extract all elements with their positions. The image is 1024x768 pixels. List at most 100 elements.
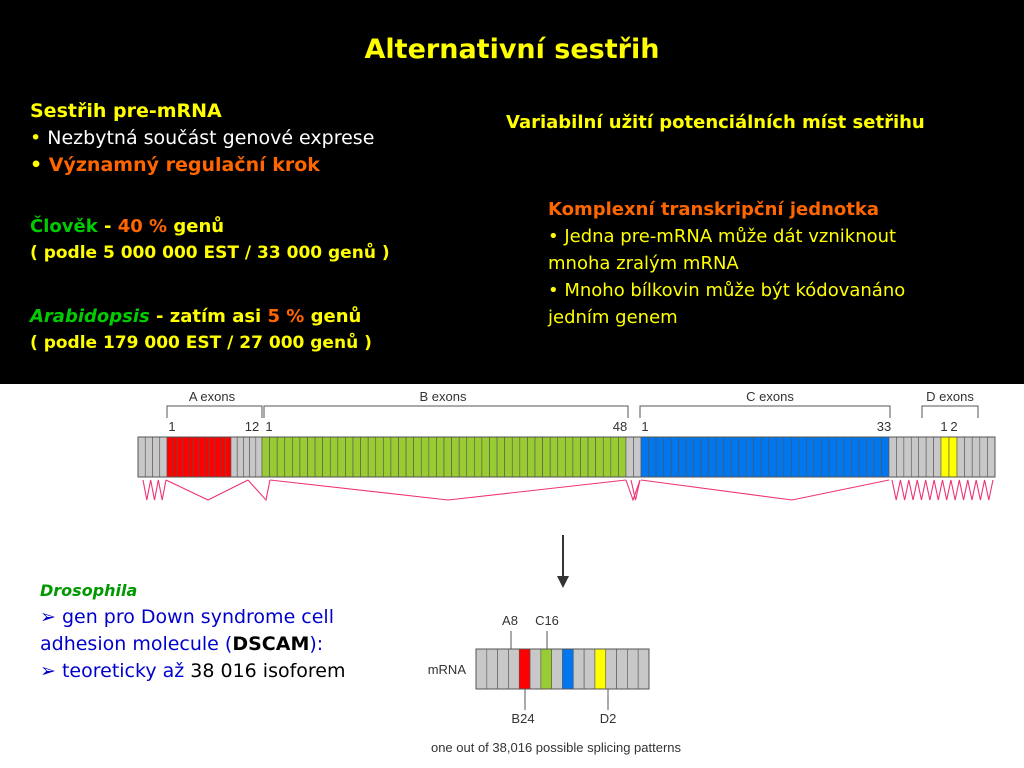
splice-arc xyxy=(165,479,249,501)
exon-box xyxy=(322,436,331,478)
exon-box xyxy=(896,436,905,478)
exon-number-first: 1 xyxy=(940,419,947,434)
exon-box xyxy=(602,436,612,478)
exon-box xyxy=(527,436,536,478)
exon-box xyxy=(858,436,867,478)
exon-box xyxy=(198,436,205,478)
exon-box xyxy=(405,436,414,478)
exon-box xyxy=(314,436,323,478)
exon-box xyxy=(225,436,232,478)
exon-box xyxy=(723,436,732,478)
exon-box xyxy=(443,436,452,478)
exon-box xyxy=(903,436,912,478)
mrna-exon-box xyxy=(540,648,552,690)
exon-box xyxy=(284,436,293,478)
exon-box xyxy=(236,436,244,478)
selected-exon-label: D2 xyxy=(600,711,617,726)
exon-box xyxy=(182,436,189,478)
exon-box xyxy=(292,436,301,478)
mrna-exon-box xyxy=(518,648,531,690)
exon-box xyxy=(851,436,860,478)
exon-box xyxy=(738,436,747,478)
exon-box xyxy=(670,436,679,478)
mrna-exon-box xyxy=(508,648,520,690)
exon-box xyxy=(534,436,543,478)
dscam-name-line: adhesion molecule (DSCAM): xyxy=(40,633,324,655)
exon-box xyxy=(549,436,559,478)
exon-box xyxy=(152,436,161,478)
exon-number-last: 12 xyxy=(245,419,259,434)
exon-box xyxy=(925,436,934,478)
exon-box xyxy=(633,436,642,478)
exon-box xyxy=(828,436,837,478)
black-text-panel xyxy=(0,0,1024,384)
exon-box xyxy=(587,436,596,478)
exon-box xyxy=(458,436,468,478)
exon-number-last: 48 xyxy=(613,419,627,434)
arabidopsis-percentage: Arabidopsis - zatím asi 5 % genů xyxy=(30,306,362,327)
mrna-exon-box xyxy=(551,648,563,690)
exon-box xyxy=(481,436,490,478)
group-bracket xyxy=(166,405,263,418)
group-label: C exons xyxy=(746,389,794,404)
exon-box xyxy=(715,436,724,478)
exon-box xyxy=(798,436,807,478)
exon-box xyxy=(511,436,521,478)
variable-use-heading: Variabilní užití potenciálních míst setř… xyxy=(506,112,925,133)
mrna-exon-box xyxy=(583,648,596,690)
exon-box xyxy=(693,436,702,478)
exon-box xyxy=(360,436,369,478)
exon-box xyxy=(159,436,168,478)
exon-box xyxy=(367,436,377,478)
mrna-label: mRNA xyxy=(428,662,467,677)
bullet-one-premrna: • Jedna pre-mRNA může dát vzniknout xyxy=(548,226,897,247)
splice-zigzag xyxy=(630,479,641,501)
exon-box xyxy=(276,436,286,478)
exon-box xyxy=(933,436,942,478)
exon-number-first: 1 xyxy=(641,419,648,434)
exon-box xyxy=(249,436,257,478)
exon-box xyxy=(708,436,717,478)
exon-box xyxy=(663,436,672,478)
mrna-exon-box xyxy=(627,648,639,690)
exon-box xyxy=(940,436,950,478)
exon-box xyxy=(565,436,574,478)
gene-outline xyxy=(137,436,996,478)
exon-box xyxy=(791,436,800,478)
exon-box xyxy=(873,436,882,478)
exon-box xyxy=(383,436,392,478)
selected-exon-label: B24 xyxy=(511,711,534,726)
group-bracket xyxy=(921,405,979,418)
exon-box xyxy=(214,436,221,478)
exon-box xyxy=(685,436,694,478)
exon-box xyxy=(678,436,687,478)
exon-box xyxy=(700,436,709,478)
exon-box xyxy=(220,436,226,478)
splice-zigzag xyxy=(142,479,167,501)
exon-number-last: 2 xyxy=(950,419,957,434)
slide-title: Alternativní sestřih xyxy=(364,34,660,65)
exon-box xyxy=(625,436,634,478)
selected-exon-label: A8 xyxy=(502,613,518,628)
human-est-detail: ( podle 5 000 000 EST / 33 000 genů ) xyxy=(30,243,390,263)
splice-lines xyxy=(142,479,994,502)
exon-box xyxy=(979,436,988,478)
exon-box xyxy=(504,436,513,478)
exon-box xyxy=(910,436,920,478)
exon-box xyxy=(783,436,792,478)
dscam-gene-line: ➢ gen pro Down syndrome cell xyxy=(40,606,334,628)
mrna-exon-box xyxy=(594,648,607,690)
exon-number-last: 33 xyxy=(877,419,891,434)
exon-box xyxy=(137,436,146,478)
exon-box xyxy=(398,436,407,478)
exon-box xyxy=(375,436,384,478)
exon-box xyxy=(352,436,361,478)
exon-box xyxy=(618,436,627,478)
exon-box xyxy=(655,436,664,478)
group-bracket xyxy=(639,405,891,418)
exon-box xyxy=(269,436,278,478)
splice-arc xyxy=(625,479,641,502)
exon-box xyxy=(888,436,897,478)
splice-zigzag xyxy=(891,479,994,501)
